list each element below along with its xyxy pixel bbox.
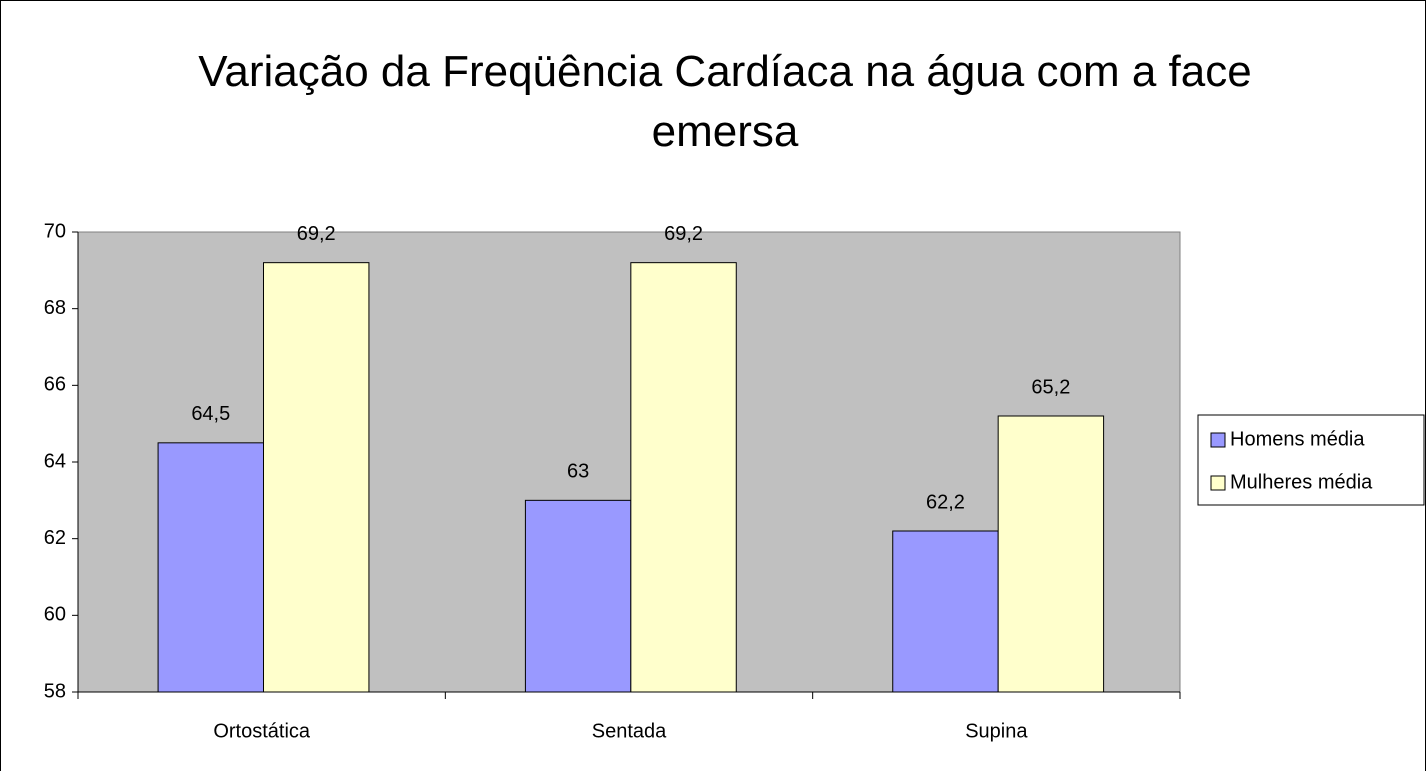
- bar: [892, 530, 999, 693]
- data-label: 69,2: [664, 223, 703, 245]
- y-tick-label: 64: [44, 450, 66, 472]
- bar: [157, 442, 265, 693]
- x-tick-label: Ortostática: [213, 720, 311, 742]
- bar: [524, 499, 632, 693]
- data-label: 63: [567, 461, 589, 483]
- data-label: 62,2: [926, 491, 965, 513]
- legend-label: Homens média: [1230, 428, 1365, 450]
- data-label: 69,2: [297, 223, 336, 245]
- y-tick-label: 58: [44, 680, 66, 702]
- y-tick-label: 68: [44, 297, 66, 319]
- y-tick-label: 66: [44, 374, 66, 396]
- chart-title: Variação da Freqüência Cardíaca na água …: [198, 47, 1252, 156]
- y-tick-label: 60: [44, 604, 66, 626]
- bar: [630, 262, 737, 693]
- legend-box: [1197, 414, 1425, 506]
- x-tick-label: Supina: [965, 720, 1028, 742]
- y-tick-label: 70: [44, 220, 66, 242]
- bar: [997, 415, 1105, 693]
- legend-swatch: [1210, 432, 1226, 448]
- y-tick-label: 62: [44, 527, 66, 549]
- x-tick-label: Sentada: [592, 720, 667, 742]
- legend-swatch: [1210, 475, 1226, 491]
- legend-label: Mulheres média: [1230, 471, 1373, 493]
- data-label: 64,5: [191, 403, 230, 425]
- data-label: 65,2: [1031, 376, 1070, 398]
- bar: [263, 262, 370, 693]
